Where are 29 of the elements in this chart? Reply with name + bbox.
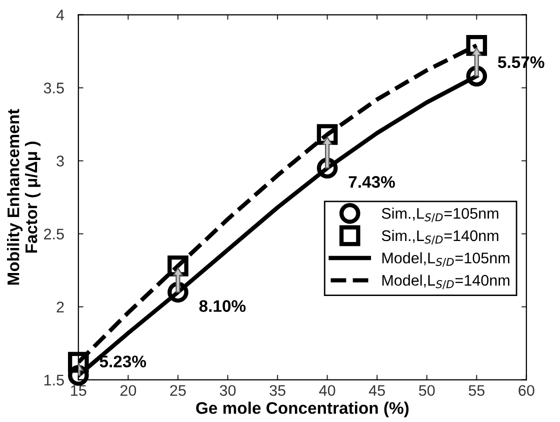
x-axis-title: Ge mole Concentration (%)	[196, 402, 409, 418]
point	[466, 66, 488, 87]
legend-label: Sim.,L$_{S/D}$=140nm	[382, 230, 498, 244]
legend-label: Model,L$_{S/D}$=140nm	[382, 274, 510, 290]
y-tick-label: 1.5	[44, 374, 64, 386]
annotation: 8.10%	[199, 300, 246, 312]
annotation: 7.43%	[348, 176, 395, 188]
y-tick-label: 2.5	[44, 228, 64, 240]
x-tick-label: 15	[71, 385, 86, 396]
y-axis-title: Mobility Enhancement Factor ( μ/Δμ )	[7, 109, 40, 285]
y-tick-label: 3.5	[44, 82, 64, 94]
y-tick-label: 4	[56, 10, 64, 20]
point	[316, 158, 338, 178]
x-tick-label: 35	[270, 385, 286, 396]
x-tick-label: 60	[518, 385, 534, 396]
y-tick-label: 3	[56, 156, 64, 166]
x-tick-label: 30	[220, 385, 236, 396]
x-tick-label: 50	[418, 385, 435, 396]
y-tick-label: 2	[56, 302, 64, 312]
legend-label: Sim.,L$_{S/D}$=105nm	[382, 208, 498, 222]
x-tick-label: 20	[120, 385, 136, 396]
x-tick-label: 45	[368, 385, 385, 396]
point	[68, 365, 89, 386]
x-tick-label: 55	[468, 385, 484, 396]
x-tick-label: 25	[170, 385, 186, 396]
x-tick-label: 40	[319, 385, 336, 396]
legend-label: Model,L$_{S/D}$=105nm	[382, 252, 510, 267]
point	[68, 352, 89, 373]
annotation: 5.23%	[100, 356, 146, 368]
